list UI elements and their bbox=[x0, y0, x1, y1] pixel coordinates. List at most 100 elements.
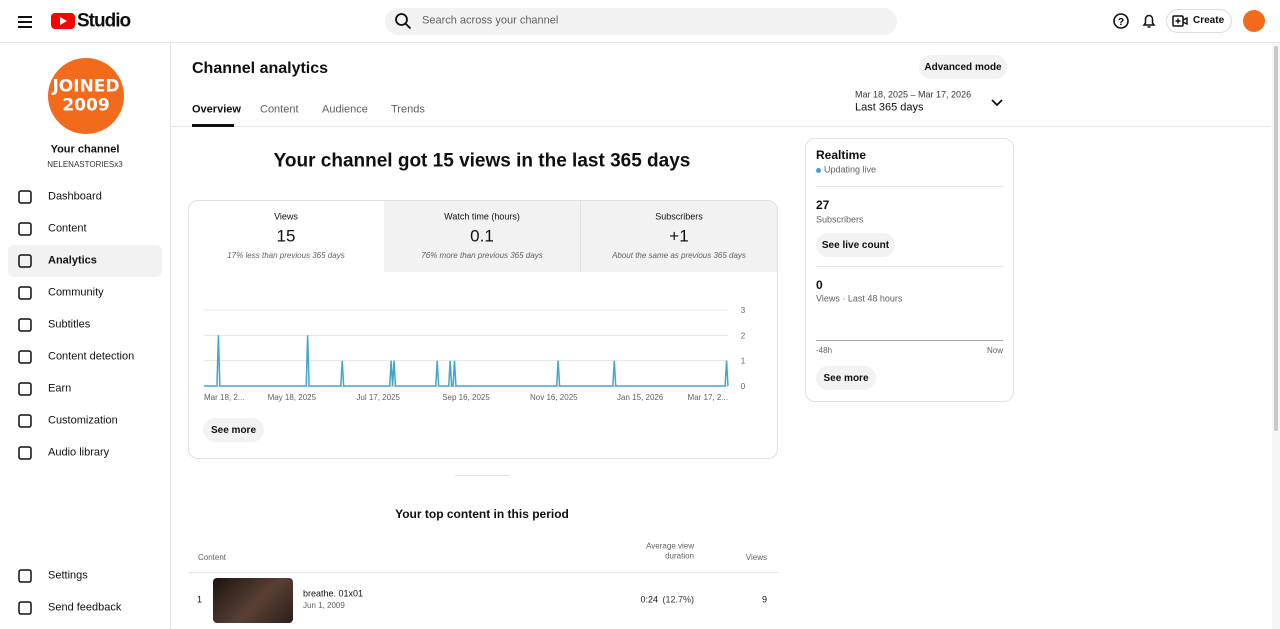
account-avatar[interactable] bbox=[1243, 10, 1265, 32]
nav-item[interactable]: Customization bbox=[48, 414, 118, 427]
metric-label: Subscribers bbox=[655, 211, 703, 222]
nav-icon bbox=[18, 446, 32, 460]
nav-icon bbox=[18, 350, 32, 364]
table-header: Views bbox=[745, 553, 767, 562]
nav-item[interactable]: Send feedback bbox=[48, 601, 122, 614]
x-tick-label: Mar 18, 2... bbox=[204, 393, 244, 402]
nav-icon bbox=[18, 382, 32, 396]
axis-label: Now bbox=[986, 346, 1003, 355]
nav-icon bbox=[18, 286, 32, 300]
realtime-axis bbox=[816, 340, 1003, 341]
nav-item[interactable]: Earn bbox=[48, 382, 72, 395]
realtime-title: Realtime bbox=[816, 148, 867, 162]
views-chart: 0 1 2 3 Mar 18, 2... May 18, 2025 Jul 17, 2025… bbox=[204, 306, 746, 402]
realtime-divider bbox=[816, 266, 1003, 267]
realtime-card bbox=[805, 138, 1014, 402]
see-live-count-button[interactable]: See live count bbox=[816, 233, 895, 257]
nav-icon bbox=[18, 318, 32, 332]
duration: 0:24 bbox=[640, 594, 658, 605]
nav-icon bbox=[18, 414, 32, 428]
nav-item[interactable]: Dashboard bbox=[48, 190, 102, 203]
nav-item[interactable]: Content detection bbox=[48, 350, 135, 363]
tab[interactable]: Content bbox=[260, 103, 299, 116]
nav-item[interactable]: Community bbox=[48, 286, 104, 299]
x-tick-label: Mar 17, 2... bbox=[688, 393, 728, 402]
active-item-bg bbox=[8, 245, 162, 277]
x-tick-label: Sep 16, 2025 bbox=[442, 393, 490, 402]
search-icon bbox=[395, 13, 412, 30]
notifications-icon[interactable] bbox=[1140, 12, 1158, 30]
nav-icon bbox=[18, 569, 32, 583]
help-icon[interactable]: ? bbox=[1112, 12, 1130, 30]
tab[interactable]: Overview bbox=[192, 103, 241, 116]
create-button[interactable] bbox=[1166, 9, 1232, 33]
subscriber-label: Subscribers bbox=[816, 214, 864, 225]
section-title: Your top content in this period bbox=[395, 507, 569, 521]
nav-icon bbox=[18, 190, 32, 204]
tab[interactable]: Audience bbox=[322, 103, 368, 116]
search-bar[interactable] bbox=[385, 8, 897, 35]
axis-label: -48h bbox=[816, 346, 833, 355]
see-more-button[interactable]: See more bbox=[816, 366, 876, 390]
avatar-text: 2009 bbox=[62, 95, 110, 116]
metric-note: 76% more than previous 365 days bbox=[421, 251, 543, 260]
channel-name: NELENASTORIESx3 bbox=[47, 160, 123, 169]
realtime-divider bbox=[816, 186, 1003, 187]
channel-avatar[interactable] bbox=[48, 58, 124, 134]
create-label[interactable]: Create bbox=[1193, 15, 1225, 26]
video-thumbnail[interactable] bbox=[213, 578, 293, 623]
page-title: Channel analytics bbox=[192, 60, 329, 77]
x-tick-label: Jan 15, 2026 bbox=[617, 393, 664, 402]
table-header: Average view duration bbox=[646, 541, 694, 561]
channel-title: Your channel bbox=[50, 143, 120, 156]
views-line bbox=[204, 335, 729, 387]
y-tick-label: 3 bbox=[741, 306, 746, 315]
metric-note: 17% less than previous 365 days bbox=[227, 251, 345, 260]
svg-text:?: ? bbox=[1118, 17, 1124, 28]
x-tick-label: Nov 16, 2025 bbox=[530, 393, 578, 402]
table-header: Content bbox=[198, 553, 227, 562]
tabs-divider bbox=[171, 126, 1271, 127]
nav-item[interactable]: Settings bbox=[48, 569, 88, 582]
realtime-status: Updating live bbox=[824, 164, 877, 175]
date-range[interactable]: Mar 18, 2025 – Mar 17, 2026 bbox=[855, 89, 972, 100]
headline: Your channel got 15 views in the last 36… bbox=[273, 150, 691, 172]
x-tick-label: Jul 17, 2025 bbox=[356, 393, 400, 402]
nav-icon bbox=[18, 222, 32, 236]
metric-value: +1 bbox=[669, 226, 689, 246]
search-placeholder[interactable]: Search across your channel bbox=[422, 14, 559, 27]
video-date: Jun 1, 2009 bbox=[303, 601, 345, 610]
nav-item[interactable]: Analytics bbox=[48, 254, 97, 267]
nav-item[interactable]: Audio library bbox=[48, 446, 110, 459]
nav-item[interactable]: Subtitles bbox=[48, 318, 91, 331]
nav-item[interactable]: Content bbox=[48, 222, 87, 235]
see-more-button[interactable]: See more bbox=[203, 418, 264, 442]
metric-label: Watch time (hours) bbox=[444, 211, 520, 222]
realtime-views: 0 bbox=[816, 278, 823, 292]
avatar-text: JOINED bbox=[52, 76, 120, 97]
date-dropdown-icon[interactable] bbox=[990, 97, 1004, 109]
percent: (12.7%) bbox=[662, 594, 694, 605]
logo-icon[interactable] bbox=[50, 11, 76, 31]
metric-divider bbox=[580, 201, 581, 272]
views: 9 bbox=[761, 594, 767, 605]
logo-text[interactable]: Studio bbox=[77, 10, 131, 32]
menu-icon[interactable] bbox=[14, 12, 36, 32]
scroll-thumb[interactable] bbox=[1274, 46, 1278, 431]
row-rank: 1 bbox=[197, 594, 203, 605]
live-dot bbox=[816, 168, 821, 173]
tab[interactable]: Trends bbox=[391, 103, 425, 116]
tab-underline bbox=[192, 124, 234, 127]
x-tick-label: May 18, 2025 bbox=[268, 393, 317, 402]
nav-icon bbox=[18, 254, 32, 268]
section-divider bbox=[455, 475, 509, 476]
metric-note: About the same as previous 365 days bbox=[612, 251, 746, 260]
video-title[interactable]: breathe. 01x01 bbox=[303, 588, 364, 599]
y-tick-label: 2 bbox=[741, 331, 746, 340]
period[interactable]: Last 365 days bbox=[855, 101, 924, 114]
sidebar-divider bbox=[170, 43, 171, 629]
advanced-mode-button[interactable]: Advanced mode bbox=[919, 55, 1007, 79]
metric-label: Views bbox=[274, 211, 298, 222]
